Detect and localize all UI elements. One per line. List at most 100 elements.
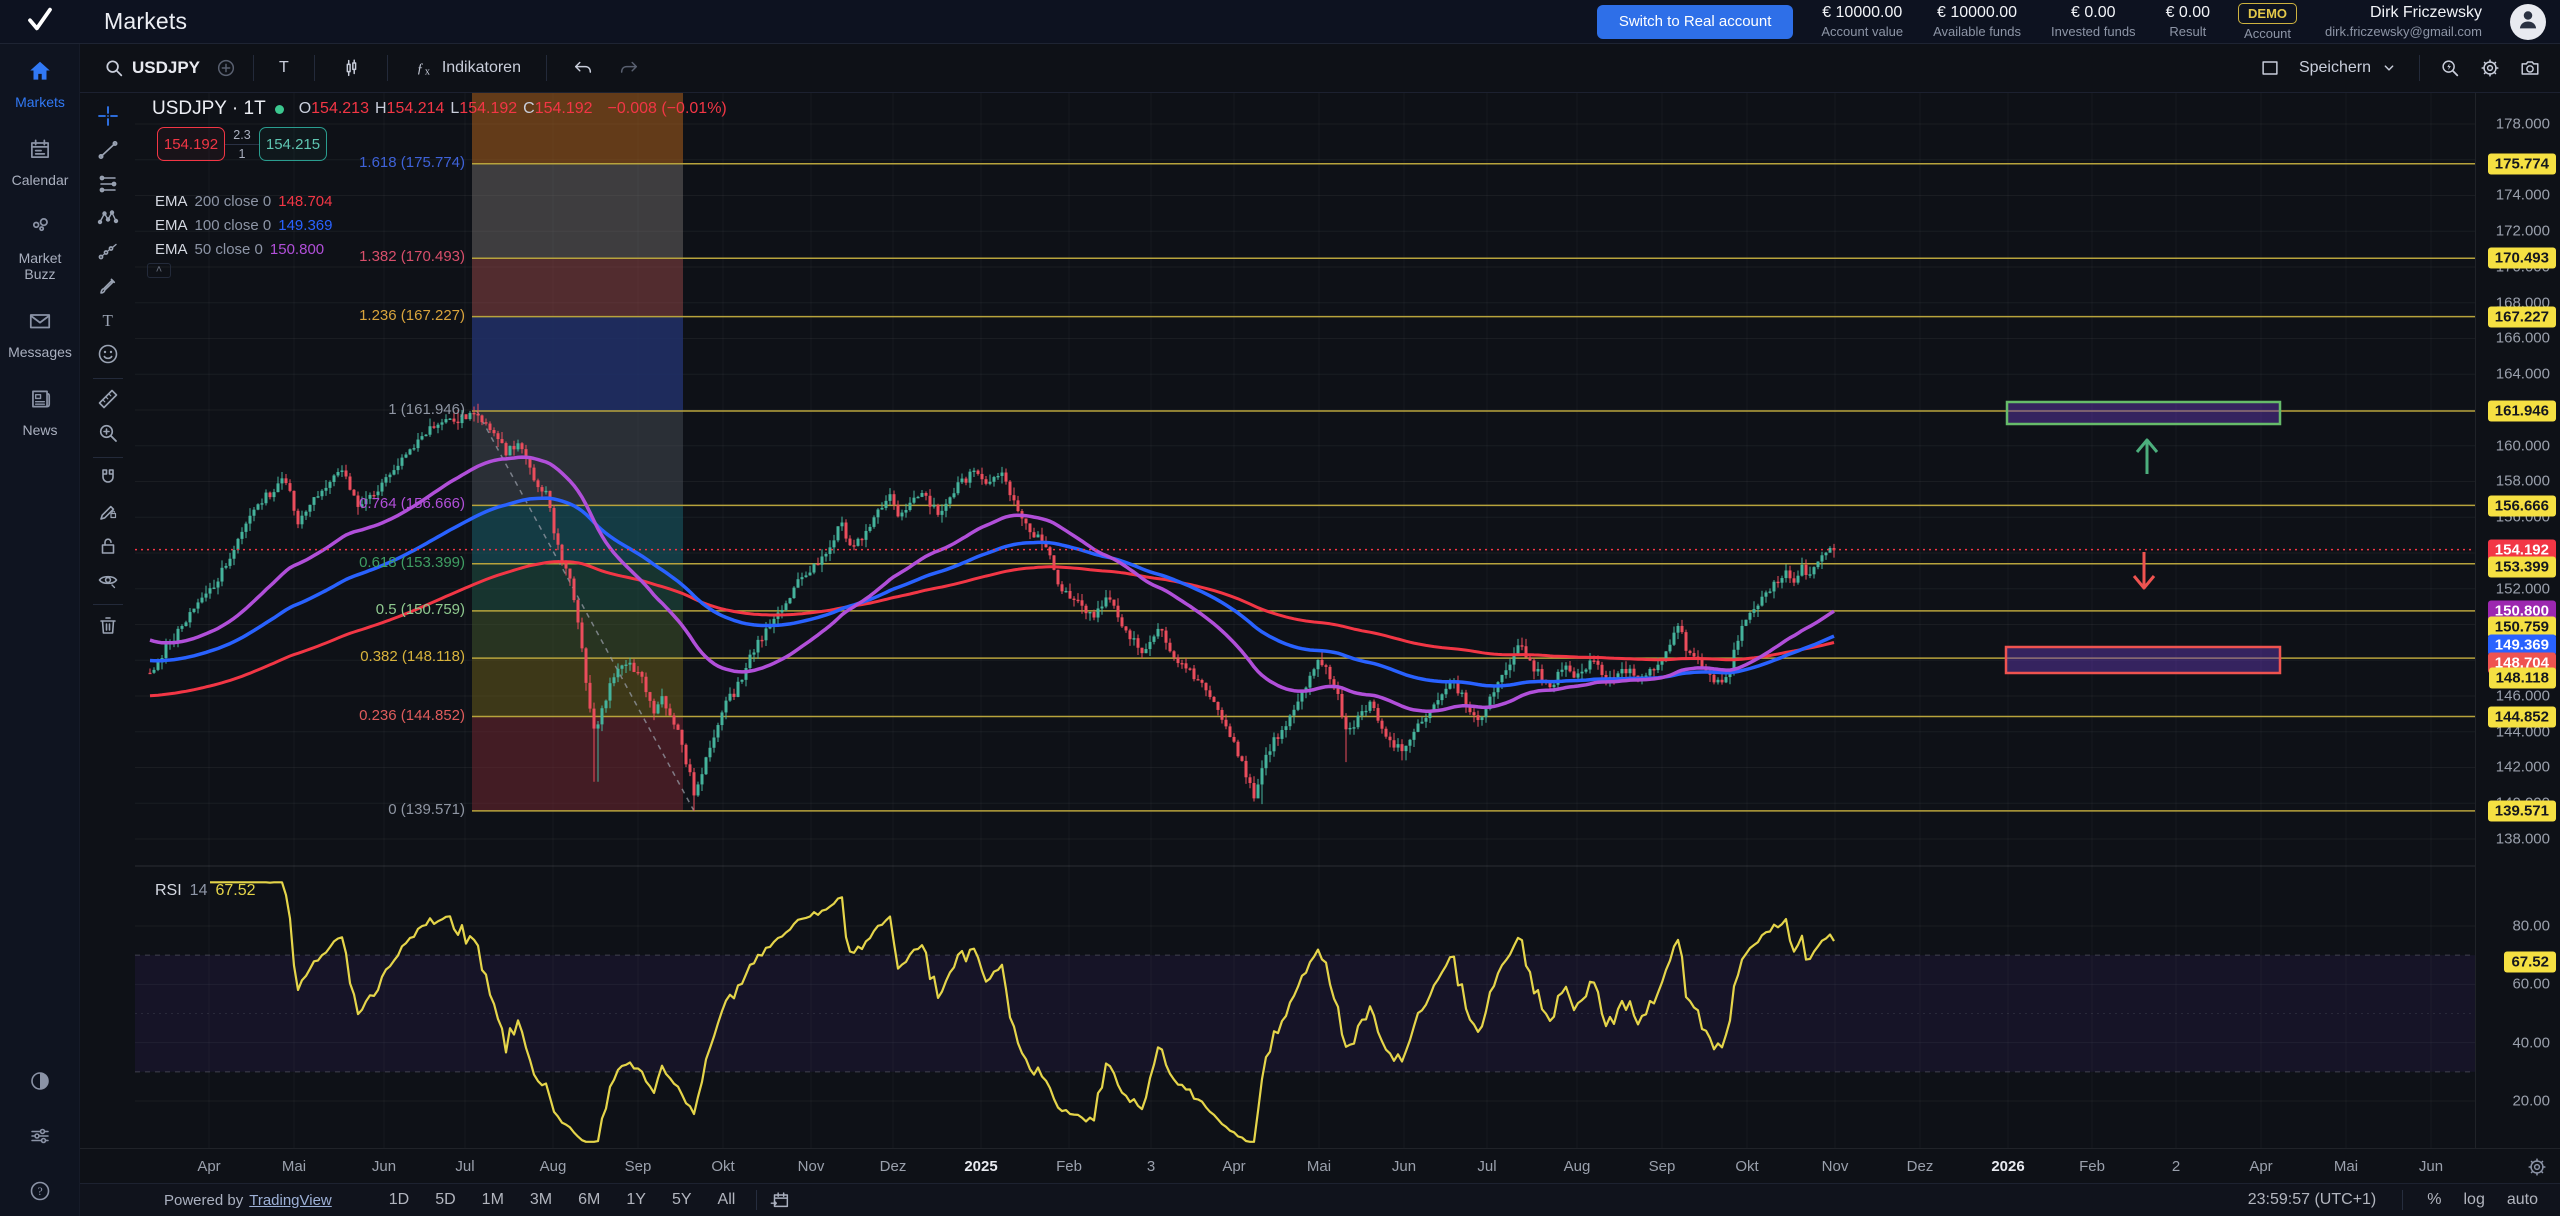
sidebar-help-icon[interactable]: ?: [28, 1179, 52, 1208]
range-button-3m[interactable]: 3M: [529, 1191, 553, 1208]
tool-forecast[interactable]: [89, 237, 127, 271]
price-scale[interactable]: 178.000176.000174.000172.000170.000168.0…: [2475, 93, 2560, 1148]
undo-icon[interactable]: [563, 51, 603, 85]
sell-button[interactable]: 154.192: [157, 127, 225, 161]
tool-crosshair[interactable]: [89, 101, 127, 135]
tool-measure[interactable]: [89, 384, 127, 418]
time-axis-label: 2026: [1991, 1158, 2025, 1175]
time-axis-label: Jul: [1477, 1158, 1497, 1175]
sidebar-item-calendar[interactable]: Calendar: [0, 122, 80, 200]
tool-fib-retracement[interactable]: [89, 169, 127, 203]
quick-search-icon[interactable]: [2430, 51, 2470, 85]
footer-right: 23:59:57 (UTC+1) % log auto: [2248, 1188, 2546, 1212]
price-badge: 167.227: [2487, 306, 2556, 328]
chart-area[interactable]: USDJPY · 1T O154.213 H154.214 L154.192 C154…: [135, 93, 2475, 1148]
redo-icon[interactable]: [609, 51, 649, 85]
save-layout-button[interactable]: Speichern: [2290, 51, 2409, 85]
time-axis-label: Aug: [539, 1158, 567, 1175]
account-stat-value: € 0.00: [2071, 4, 2116, 21]
compare-add-icon[interactable]: [215, 57, 237, 79]
settings-gear-icon[interactable]: [2470, 51, 2510, 85]
avatar[interactable]: [2510, 3, 2546, 40]
tool-text[interactable]: T: [89, 305, 127, 339]
sidebar-item-label: Messages: [8, 344, 72, 361]
tool-magnet[interactable]: [89, 463, 127, 497]
time-axis-label: Dez: [879, 1158, 907, 1175]
tool-brush[interactable]: [89, 271, 127, 305]
time-axis[interactable]: Apr Mai Jun Jul Aug Sep Okt Nov Dez 2025 Feb 3 Apr Ma…: [80, 1148, 2560, 1183]
chart-legend: USDJPY · 1T O154.213 H154.214 L154.192 C154…: [152, 98, 727, 120]
go-to-date-icon[interactable]: [769, 1189, 791, 1211]
indicator-params: 50 close 0: [194, 240, 263, 258]
price-tick: 164.000: [2495, 365, 2550, 383]
scale-button-%[interactable]: %: [2427, 1191, 2442, 1208]
symbol-search-button[interactable]: USDJPY: [94, 51, 209, 85]
snapshot-camera-icon[interactable]: [2510, 51, 2550, 85]
time-axis-label: Dez: [1906, 1158, 1934, 1175]
logo-check-icon: [25, 4, 55, 39]
fib-retracement-icon: [96, 172, 120, 201]
interval-label: T: [279, 59, 289, 76]
tool-hide-all[interactable]: [89, 565, 127, 599]
time-axis-label: 2: [2171, 1158, 2181, 1175]
tool-remove-objects[interactable]: [89, 610, 127, 644]
range-button-all[interactable]: All: [717, 1191, 736, 1208]
clock[interactable]: 23:59:57 (UTC+1): [2247, 1191, 2377, 1208]
chart-canvas[interactable]: [135, 93, 2475, 1148]
account-stat-label: Account value: [1821, 24, 1904, 39]
zoom-in-icon: [96, 421, 120, 450]
collapse-indicators-button[interactable]: ˄: [147, 263, 171, 278]
interval-button[interactable]: T: [270, 53, 298, 83]
fib-label-1.382: 1.382 (170.493): [359, 248, 465, 266]
tool-patterns[interactable]: [89, 203, 127, 237]
tradingview-link[interactable]: TradingView: [249, 1191, 332, 1209]
range-button-1m[interactable]: 1M: [481, 1191, 504, 1208]
scale-button-auto[interactable]: auto: [2506, 1191, 2538, 1208]
sidebar-item-messages[interactable]: Messages: [0, 294, 80, 372]
chart-type-icon[interactable]: [331, 51, 371, 85]
search-icon: [103, 57, 125, 79]
buy-button[interactable]: 154.215: [259, 127, 327, 161]
price-tick: 152.000: [2495, 580, 2550, 598]
toolbar-separator: [313, 55, 315, 81]
tool-zoom-in[interactable]: [89, 418, 127, 452]
fib-label-0.382: 0.382 (148.118): [360, 648, 465, 666]
switch-to-real-account-button[interactable]: Switch to Real account: [1596, 4, 1794, 39]
indicator-name: EMA: [155, 240, 188, 258]
fib-retracement-layer: [472, 93, 2475, 812]
price-tick: 80.00: [2512, 917, 2550, 935]
time-axis-label: Jun: [371, 1158, 397, 1175]
indicator-row[interactable]: EMA 50 close 0 150.800: [155, 237, 332, 261]
spread-unit: 1: [238, 146, 246, 161]
range-button-1d[interactable]: 1D: [388, 1191, 410, 1208]
app-logo[interactable]: [0, 0, 80, 44]
range-button-6m[interactable]: 6M: [578, 1191, 601, 1208]
account-stat-label: Result: [2169, 24, 2207, 39]
tool-emoji[interactable]: [89, 339, 127, 373]
axis-settings-gear-icon[interactable]: [2526, 1156, 2548, 1178]
sidebar-item-market-buzz[interactable]: Market Buzz: [0, 200, 80, 294]
price-badge: 154.192: [2487, 539, 2556, 561]
tool-trend-line[interactable]: [89, 135, 127, 169]
sidebar-preferences-icon[interactable]: [28, 1124, 52, 1153]
tool-stay-in-drawing-mode[interactable]: [89, 497, 127, 531]
sidebar-item-markets[interactable]: Markets: [0, 44, 80, 122]
range-button-5y[interactable]: 5Y: [671, 1191, 692, 1208]
trade-widget: 154.192 2.3 1 154.215: [157, 127, 327, 161]
price-tick: 138.000: [2495, 830, 2550, 848]
layout-icon[interactable]: [2250, 51, 2290, 85]
sidebar-item-news[interactable]: News: [0, 372, 80, 450]
account-stat: € 0.00 Invested funds: [2051, 4, 2136, 39]
indicator-row[interactable]: EMA 200 close 0 148.704: [155, 189, 332, 213]
scale-button-log[interactable]: log: [2463, 1191, 2485, 1208]
tool-lock-all[interactable]: [89, 531, 127, 565]
range-button-1y[interactable]: 1Y: [626, 1191, 646, 1208]
sidebar-theme-toggle-icon[interactable]: [28, 1069, 52, 1098]
market-status-dot: [274, 104, 284, 114]
legend-symbol-title[interactable]: USDJPY · 1T: [152, 98, 266, 119]
range-button-5d[interactable]: 5D: [435, 1191, 456, 1208]
price-badge: 144.852: [2487, 706, 2556, 728]
indicator-row[interactable]: EMA 100 close 0 149.369: [155, 213, 332, 237]
